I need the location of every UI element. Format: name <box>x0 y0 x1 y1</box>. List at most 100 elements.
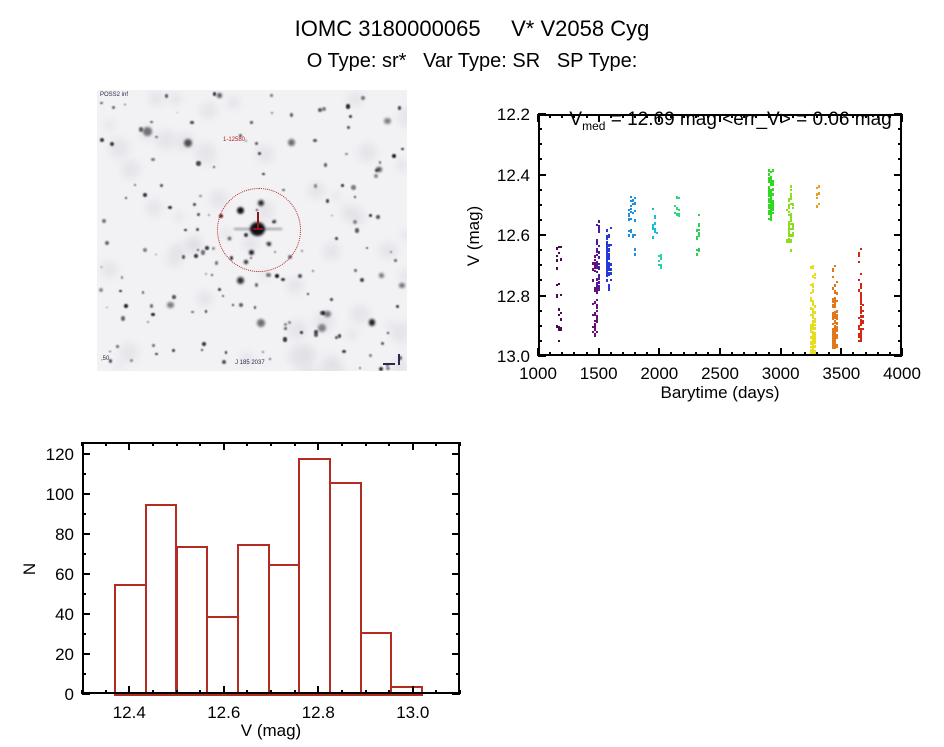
star <box>143 127 152 136</box>
x-tick-label: 2500 <box>701 364 739 383</box>
background-mottle <box>146 199 163 216</box>
star <box>311 269 315 273</box>
star <box>196 249 199 252</box>
star <box>262 172 265 176</box>
background-mottle <box>287 278 303 295</box>
lightcurve-title-rest: = 12.69 mag <err_V> = 0.06 mag <box>605 109 892 130</box>
background-mottle <box>186 236 203 252</box>
star <box>192 202 197 207</box>
star <box>318 324 326 332</box>
star <box>257 151 261 155</box>
star <box>224 351 228 354</box>
x-tick-label: 12.6 <box>207 703 241 722</box>
star <box>99 288 103 293</box>
star <box>297 273 303 278</box>
x-tick-label: 4000 <box>883 364 921 383</box>
background-mottle <box>398 270 407 282</box>
star <box>261 350 265 353</box>
x-tick-label: 2000 <box>640 364 679 383</box>
star <box>330 214 333 217</box>
star <box>181 255 186 259</box>
background-mottle <box>322 242 340 260</box>
star <box>207 213 210 216</box>
star <box>222 295 225 298</box>
background-mottle <box>345 328 357 340</box>
background-mottle <box>401 230 407 241</box>
star <box>386 366 390 370</box>
star <box>150 304 154 308</box>
star <box>368 319 375 326</box>
background-mottle <box>288 319 308 340</box>
star <box>353 196 356 199</box>
star <box>283 322 288 327</box>
star <box>270 112 273 115</box>
star <box>378 161 382 164</box>
star <box>325 199 329 203</box>
star <box>100 101 103 105</box>
star <box>269 93 273 97</box>
background-mottle <box>307 181 326 200</box>
star <box>214 260 219 265</box>
page-title: IOMC 3180000065 V* V2058 Cyg <box>294 16 650 41</box>
target-cross-marker-vertical <box>257 212 259 228</box>
finder-chart-image: POSS2 inf 1-12580 J 185 2037 ,50 <box>97 90 407 371</box>
star <box>236 276 244 284</box>
star <box>376 215 380 219</box>
y-tick-label: 13.0 <box>496 347 530 366</box>
star <box>321 311 326 316</box>
star <box>172 294 177 299</box>
star <box>221 360 226 364</box>
star <box>255 142 259 146</box>
star <box>398 106 402 110</box>
star <box>211 246 216 251</box>
background-mottle <box>169 92 182 105</box>
target-circle-marker <box>217 188 301 272</box>
star <box>238 303 243 308</box>
star <box>130 359 134 363</box>
star <box>335 335 338 339</box>
star <box>124 196 127 199</box>
star <box>354 269 357 272</box>
star <box>348 115 352 119</box>
background-mottle <box>104 119 115 131</box>
x-tick-label: 1500 <box>579 364 618 383</box>
star <box>106 306 108 309</box>
background-mottle <box>347 91 364 108</box>
star <box>119 290 122 293</box>
star <box>151 312 155 316</box>
background-mottle <box>332 192 342 202</box>
background-mottle <box>358 142 378 162</box>
star <box>374 174 378 178</box>
star <box>171 348 175 352</box>
corner-label: ,50 <box>101 356 110 362</box>
background-mottle <box>259 269 269 280</box>
background-mottle <box>341 204 357 220</box>
star <box>138 127 143 132</box>
star <box>401 147 404 151</box>
star <box>100 266 103 268</box>
lightcurve-xlabel: Barytime (days) <box>660 383 780 402</box>
star <box>176 111 179 114</box>
star <box>313 138 317 143</box>
star <box>287 321 291 325</box>
background-mottle <box>298 364 317 371</box>
star <box>160 184 164 187</box>
star <box>282 337 288 342</box>
star <box>256 318 265 327</box>
lightcurve-title-v: V <box>569 109 583 130</box>
background-mottle <box>149 90 164 106</box>
star <box>205 246 209 250</box>
background-mottle <box>397 106 407 127</box>
star-id-label: 1-12580 <box>223 137 246 143</box>
lightcurve-title-sub: med <box>582 118 606 133</box>
star <box>245 139 248 142</box>
star <box>314 329 318 334</box>
star <box>284 327 288 331</box>
star <box>330 298 333 301</box>
star <box>335 236 339 241</box>
background-mottle <box>390 322 407 343</box>
background-mottle <box>255 144 275 164</box>
histogram-xlabel: V (mag) <box>240 721 302 740</box>
x-tick-label: 13.0 <box>396 703 430 722</box>
